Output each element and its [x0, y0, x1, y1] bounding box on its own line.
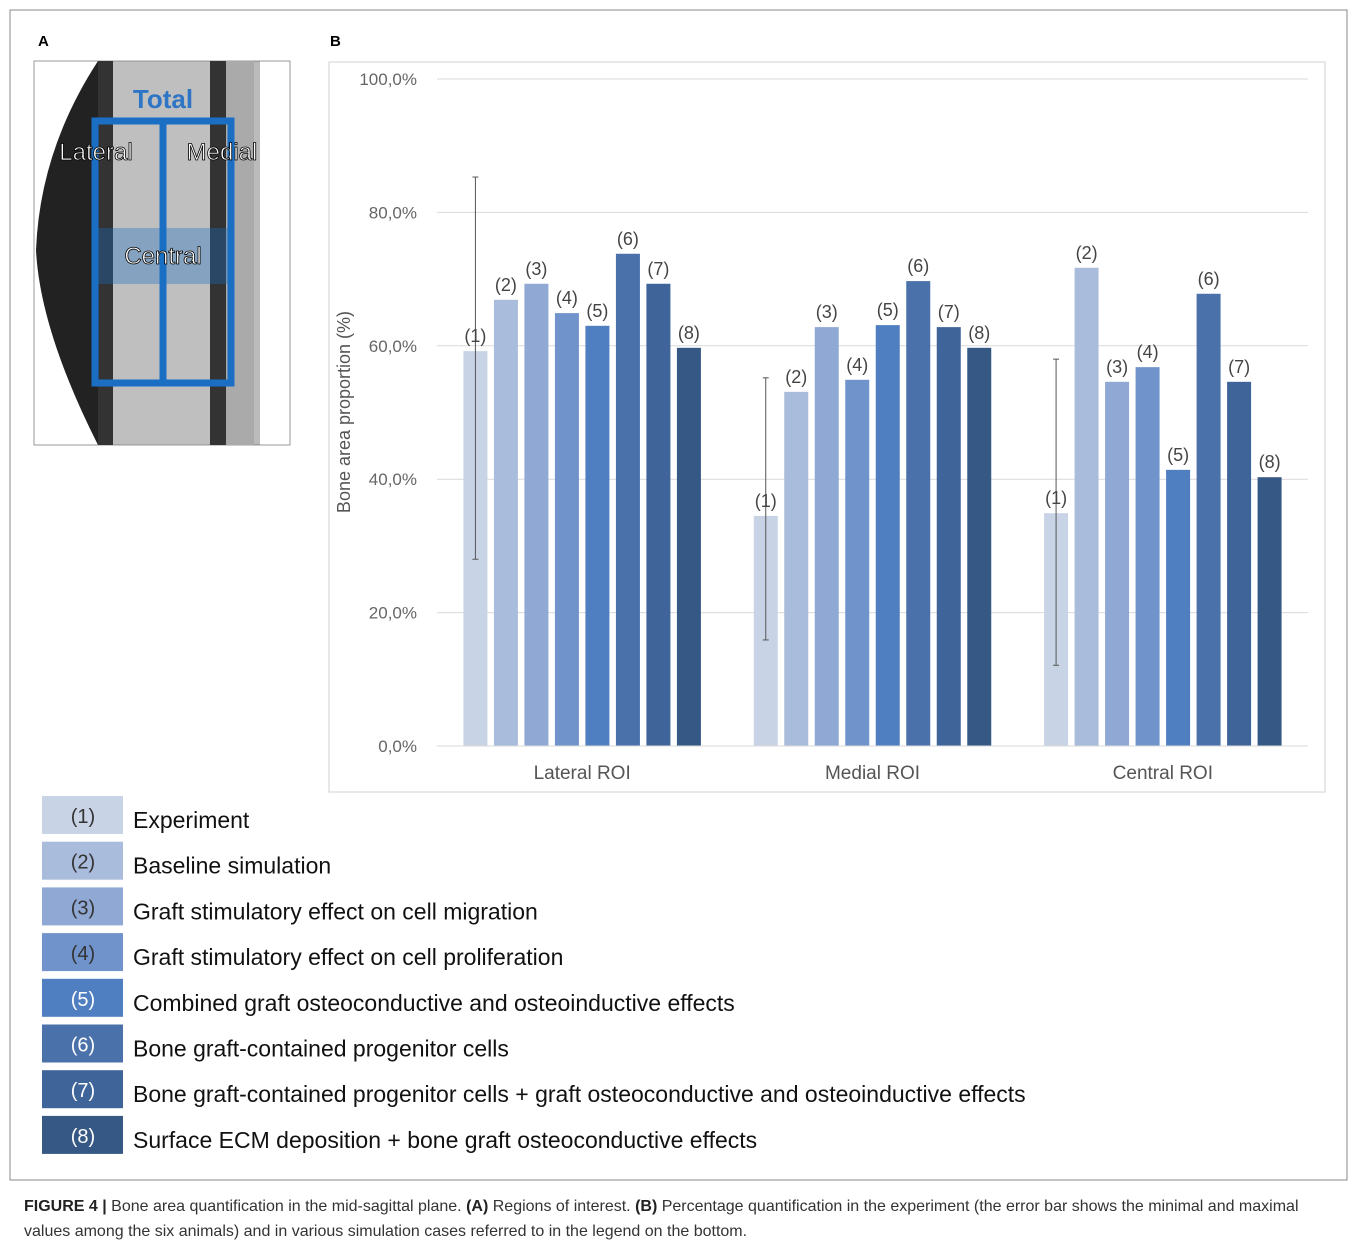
bar-label: (4)	[846, 355, 868, 375]
bar-label: (7)	[1228, 357, 1250, 377]
bar	[585, 326, 609, 746]
bar-label: (5)	[586, 301, 608, 321]
y-axis-title: Bone area proportion (%)	[334, 311, 354, 513]
y-tick-label: 100,0%	[359, 70, 417, 89]
bar-label: (6)	[617, 229, 639, 249]
bar-label: (4)	[1137, 342, 1159, 362]
legend-label: Baseline simulation	[133, 853, 331, 879]
bar	[1197, 294, 1221, 746]
bar	[1227, 382, 1251, 746]
caption-ref: (B)	[635, 1198, 657, 1215]
bar-label: (7)	[647, 259, 669, 279]
legend-code: (2)	[71, 852, 95, 874]
legend-label: Bone graft-contained progenitor cells	[133, 1036, 509, 1062]
bar-label: (8)	[678, 323, 700, 343]
bar	[524, 284, 548, 746]
bar	[646, 284, 670, 746]
x-tick-label: Medial ROI	[825, 763, 920, 784]
bar-label: (2)	[785, 367, 807, 387]
legend-label: Graft stimulatory effect on cell prolife…	[133, 944, 563, 970]
y-tick-label: 40,0%	[369, 470, 417, 489]
roi-label: Lateral	[59, 139, 132, 166]
legend-code: (7)	[71, 1080, 95, 1102]
caption-text: Regions of interest.	[493, 1198, 631, 1215]
caption: FIGURE 4 | Bone area quantification in t…	[24, 1194, 1324, 1244]
legend-code: (6)	[71, 1035, 95, 1057]
bar	[845, 380, 869, 746]
legend-code: (4)	[71, 943, 95, 965]
roi-label: Central	[124, 243, 201, 270]
bar	[937, 327, 961, 746]
legend-code: (1)	[71, 806, 95, 828]
bar	[784, 392, 808, 746]
bar-label: (3)	[1106, 357, 1128, 377]
bar-label: (2)	[1076, 243, 1098, 263]
caption-text: Bone area quantification in the mid-sagi…	[111, 1198, 461, 1215]
bar	[876, 325, 900, 746]
bar-label: (8)	[1259, 452, 1281, 472]
legend-label: Surface ECM deposition + bone graft oste…	[133, 1127, 757, 1153]
bar-label: (3)	[525, 259, 547, 279]
caption-figure: FIGURE 4 |	[24, 1198, 107, 1215]
bar-label: (2)	[495, 275, 517, 295]
bar	[1075, 268, 1099, 746]
bar-label: (5)	[877, 300, 899, 320]
caption-ref: (A)	[466, 1198, 488, 1215]
bar	[967, 348, 991, 746]
roi-label: Medial	[187, 139, 258, 166]
bar	[1166, 470, 1190, 746]
legend-label: Graft stimulatory effect on cell migrati…	[133, 898, 538, 924]
bar	[677, 348, 701, 746]
y-tick-label: 0,0%	[378, 737, 417, 756]
x-tick-label: Central ROI	[1113, 763, 1213, 784]
y-tick-label: 80,0%	[369, 203, 417, 222]
panel-label: A	[38, 33, 49, 50]
bar	[494, 300, 518, 746]
bar	[906, 281, 930, 746]
bar-label: (6)	[907, 256, 929, 276]
panel-label: B	[330, 33, 341, 50]
y-tick-label: 60,0%	[369, 337, 417, 356]
legend-label: Combined graft osteoconductive and osteo…	[133, 990, 735, 1016]
legend-code: (5)	[71, 989, 95, 1011]
bar	[616, 254, 640, 746]
bar-label: (8)	[968, 323, 990, 343]
page: A B Total Lateral Medial Central Bone ar…	[0, 0, 1357, 1248]
y-tick-label: 20,0%	[369, 604, 417, 623]
bar-label: (7)	[938, 302, 960, 322]
legend-code: (3)	[71, 897, 95, 919]
roi-label: Total	[133, 84, 193, 114]
bar-label: (1)	[1045, 488, 1067, 508]
bar	[1136, 367, 1160, 746]
bar-label: (1)	[464, 326, 486, 346]
bar	[555, 313, 579, 746]
x-tick-label: Lateral ROI	[534, 763, 631, 784]
bar-label: (4)	[556, 288, 578, 308]
bar	[1258, 477, 1282, 746]
bar-label: (1)	[755, 491, 777, 511]
legend-label: Experiment	[133, 807, 250, 833]
figure: A B Total Lateral Medial Central Bone ar…	[0, 0, 1357, 1248]
bar	[815, 327, 839, 746]
bar-label: (5)	[1167, 445, 1189, 465]
bar	[1105, 382, 1129, 746]
bar-label: (3)	[816, 302, 838, 322]
legend-code: (8)	[71, 1126, 95, 1148]
legend-label: Bone graft-contained progenitor cells + …	[133, 1081, 1026, 1107]
bar-label: (6)	[1198, 269, 1220, 289]
